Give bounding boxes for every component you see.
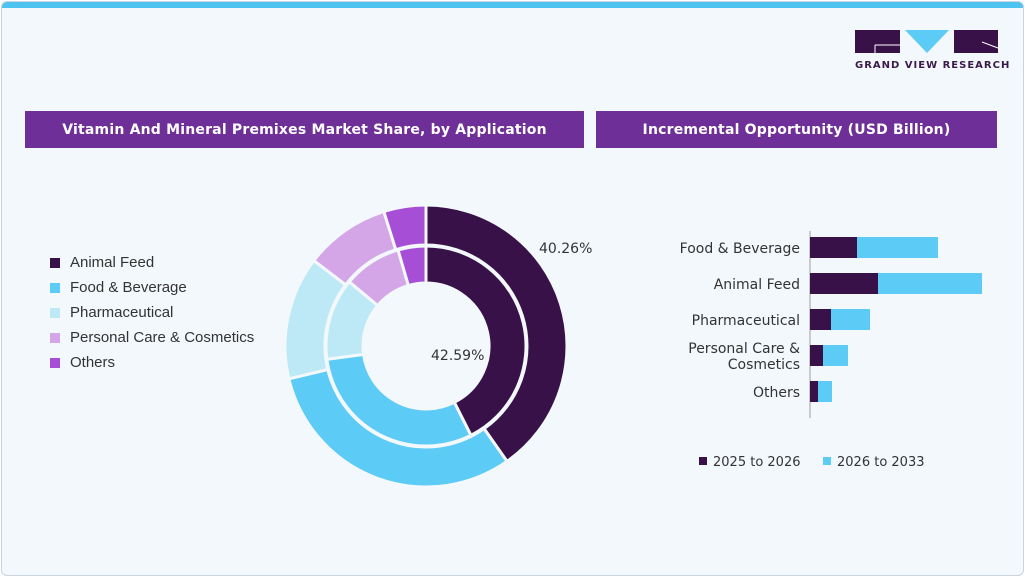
- legend-swatch: [50, 332, 60, 343]
- category-label: Animal Feed: [714, 277, 800, 293]
- bar-2025-to-2026: [810, 309, 831, 330]
- legend-label: Others: [70, 354, 116, 371]
- legend-swatch: [50, 282, 60, 293]
- outer-ring-label: 40.26%: [539, 241, 592, 257]
- legend-item: Food & Beverage: [50, 275, 254, 300]
- category-label: Personal Care &: [688, 341, 800, 357]
- donut-legend: Animal Feed Food & Beverage Pharmaceutical…: [50, 250, 254, 375]
- legend-item: Pharmaceutical: [50, 300, 254, 325]
- legend-label: 2025 to 2026: [713, 455, 800, 470]
- gvr-logo: [855, 30, 999, 53]
- legend-item: Personal Care & Cosmetics: [50, 325, 254, 350]
- legend-swatch: [823, 457, 831, 465]
- inner-ring-slice-others: [396, 244, 428, 288]
- inner-ring-label: 42.59%: [431, 348, 484, 364]
- bar-2026-to-2033: [823, 345, 848, 366]
- legend-label: 2026 to 2033: [837, 455, 924, 470]
- bar-2025-to-2026: [810, 273, 878, 294]
- legend-label: Animal Feed: [70, 254, 155, 271]
- top-accent-bar: [2, 2, 1023, 8]
- legend-label: Pharmaceutical: [70, 304, 174, 321]
- right-panel-title: Incremental Opportunity (USD Billion): [596, 111, 997, 148]
- inner-ring-slice-animal-feed: [424, 244, 528, 437]
- bar-2025-to-2026: [810, 237, 857, 258]
- legend-item: Animal Feed: [50, 250, 254, 275]
- legend-label: Personal Care & Cosmetics: [70, 329, 255, 346]
- bar-2026-to-2033: [857, 237, 938, 258]
- category-label: Others: [753, 385, 800, 401]
- bar-2026-to-2033: [818, 381, 832, 402]
- category-label: Pharmaceutical: [692, 313, 800, 329]
- category-label: Food & Beverage: [680, 241, 800, 257]
- legend-swatch: [50, 257, 60, 268]
- bar-2025-to-2026: [810, 381, 818, 402]
- bar-2025-to-2026: [810, 345, 823, 366]
- legend-swatch: [50, 307, 60, 318]
- bar-2026-to-2033: [878, 273, 982, 294]
- legend-item: Others: [50, 350, 254, 375]
- legend-swatch: [50, 357, 60, 368]
- legend-label: Food & Beverage: [70, 279, 187, 296]
- category-label: Cosmetics: [728, 357, 800, 373]
- bar-2026-to-2033: [831, 309, 870, 330]
- brand-name: GRAND VIEW RESEARCH: [855, 60, 1011, 71]
- legend-swatch: [699, 457, 707, 465]
- left-panel-title: Vitamin And Mineral Premixes Market Shar…: [25, 111, 584, 148]
